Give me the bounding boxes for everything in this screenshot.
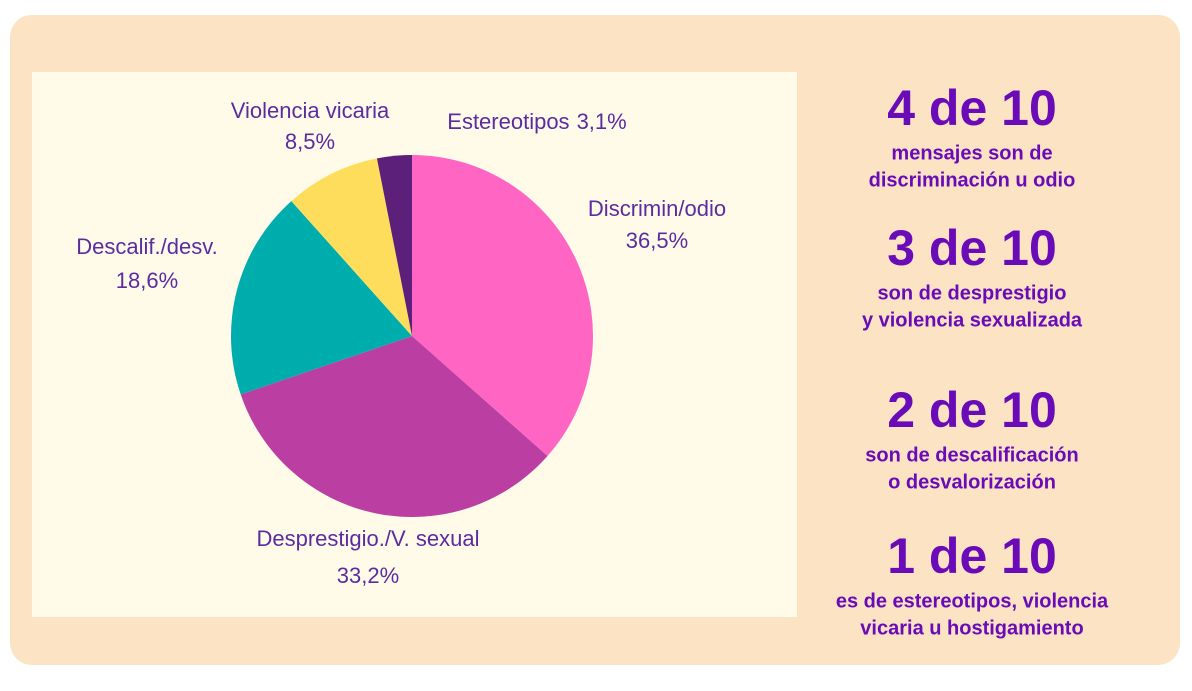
slice-value: 36,5% — [626, 228, 688, 253]
slice-name: Discrimin/odio — [588, 196, 726, 221]
stat-text: vicaria u hostigamiento — [860, 617, 1083, 639]
pie-slice — [376, 155, 412, 336]
stat-text: son de desprestigio — [878, 282, 1067, 304]
stat-headline: 4 de 10 — [887, 80, 1057, 136]
pie-slice — [240, 336, 548, 517]
stats: 4 de 10 mensajes son de discriminación u o… — [836, 80, 1109, 639]
stat-headline: 2 de 10 — [887, 382, 1057, 438]
slice-labels: Discrimin/odio 36,5% Desprestigio./V. sexu… — [76, 98, 726, 588]
pie-slice — [412, 155, 593, 457]
slice-name: Violencia vicaria — [231, 98, 390, 123]
stat-text: mensajes son de — [891, 142, 1052, 164]
slice-name: Descalif./desv. — [76, 234, 217, 259]
slice-name: Estereotipos — [447, 109, 569, 134]
slice-value: 3,1% — [577, 109, 627, 134]
pie-slice — [231, 201, 412, 395]
pie-slice — [291, 158, 412, 336]
stat-headline: 1 de 10 — [887, 528, 1057, 584]
slice-value: 33,2% — [337, 563, 399, 588]
stat-text: son de descalificación — [865, 444, 1078, 466]
slice-label: Estereotipos 3,1% — [447, 109, 626, 134]
pie — [231, 155, 593, 517]
slice-value: 18,6% — [116, 268, 178, 293]
stat-text: es de estereotipos, violencia — [836, 590, 1109, 612]
stat-text: o desvalorización — [888, 471, 1056, 493]
stat-text: discriminación u odio — [869, 169, 1076, 191]
stat-text: y violencia sexualizada — [862, 309, 1083, 331]
slice-name: Desprestigio./V. sexual — [257, 526, 480, 551]
slice-value: 8,5% — [285, 129, 335, 154]
stat-headline: 3 de 10 — [887, 220, 1057, 276]
